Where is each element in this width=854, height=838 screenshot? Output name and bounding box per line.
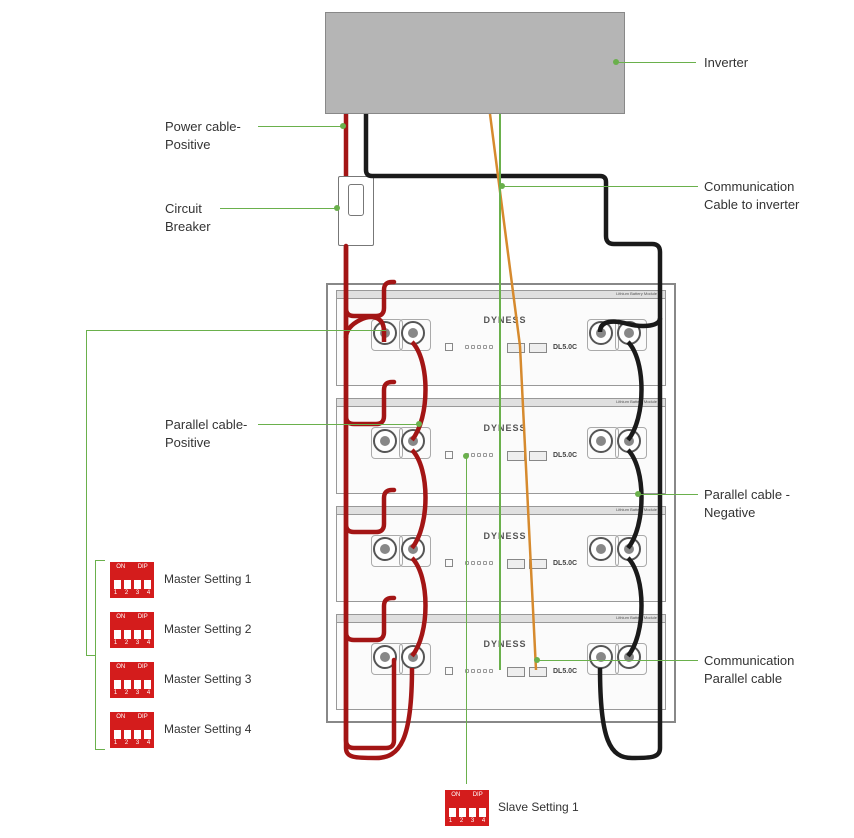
diagram-canvas: Inverter Lithium Battery Module DYNESS D…: [0, 0, 854, 838]
dot-comm-parallel: [534, 657, 540, 663]
dip-label-master-2: Master Setting 2: [164, 622, 251, 636]
dot-slave-top: [463, 453, 469, 459]
dot-power-positive: [340, 123, 346, 129]
dip-master-2: ONDIP 1234: [110, 612, 154, 648]
dip-slave-1: ONDIP 1234: [445, 790, 489, 826]
battery-top-label: Lithium Battery Module: [616, 291, 657, 296]
label-parallel-positive: Parallel cable-Positive: [165, 416, 247, 452]
leader-inverter: [616, 62, 696, 63]
dip-master-1: ONDIP 1234: [110, 562, 154, 598]
port-pos-bot-1: [401, 321, 425, 345]
battery-top-label-4: Lithium Battery Module: [616, 615, 657, 620]
circuit-breaker-switch: [348, 184, 364, 216]
label-parallel-negative: Parallel cable -Negative: [704, 486, 790, 522]
battery-module-4: Lithium Battery Module DYNESS DL5.0C: [336, 614, 666, 710]
dip-label-master-1: Master Setting 1: [164, 572, 251, 586]
label-circuit-breaker: CircuitBreaker: [165, 200, 211, 236]
model-2: DL5.0C: [553, 452, 577, 459]
leader-dip-to-batt: [86, 330, 386, 331]
label-comm-parallel: CommunicationParallel cable: [704, 652, 794, 688]
dip-label-slave-1: Slave Setting 1: [498, 800, 579, 814]
battery-module-2: Lithium Battery Module DYNESS DL5.0C: [336, 398, 666, 494]
port-pos-top-1: [373, 321, 397, 345]
brand-4: DYNESS: [465, 639, 545, 649]
leader-slave: [466, 456, 467, 784]
port-neg-top-1: [589, 321, 613, 345]
port-neg-bot-1: [617, 321, 641, 345]
model-1: DL5.0C: [553, 344, 577, 351]
model-3: DL5.0C: [553, 560, 577, 567]
leader-dip-bracket: [86, 330, 87, 656]
leader-parallel-negative: [640, 494, 698, 495]
inverter-box: [325, 12, 625, 114]
dot-parallel-positive: [416, 421, 422, 427]
battery-top-label-2: Lithium Battery Module: [616, 399, 657, 404]
leader-circuit-breaker: [220, 208, 336, 209]
leader-power-positive: [258, 126, 342, 127]
dip-label-master-3: Master Setting 3: [164, 672, 251, 686]
dip-bracket: [95, 560, 105, 750]
dot-parallel-negative: [635, 491, 641, 497]
model-4: DL5.0C: [553, 668, 577, 675]
brand-3: DYNESS: [465, 531, 545, 541]
dot-inverter: [613, 59, 619, 65]
label-power-positive: Power cable-Positive: [165, 118, 241, 154]
dip-master-4: ONDIP 1234: [110, 712, 154, 748]
brand-1: DYNESS: [465, 315, 545, 325]
leader-parallel-positive: [258, 424, 418, 425]
dot-comm-inverter: [499, 183, 505, 189]
leader-bracket-h: [86, 655, 96, 656]
dot-circuit-breaker: [334, 205, 340, 211]
battery-module-3: Lithium Battery Module DYNESS DL5.0C: [336, 506, 666, 602]
dip-master-3: ONDIP 1234: [110, 662, 154, 698]
label-inverter: Inverter: [704, 54, 748, 72]
leader-comm-inverter: [502, 186, 698, 187]
dip-label-master-4: Master Setting 4: [164, 722, 251, 736]
leader-comm-parallel: [538, 660, 698, 661]
comm-port-1: [529, 343, 547, 353]
battery-top-label-3: Lithium Battery Module: [616, 507, 657, 512]
label-comm-inverter: CommunicationCable to inverter: [704, 178, 799, 214]
brand-2: DYNESS: [465, 423, 545, 433]
battery-module-1: Lithium Battery Module DYNESS DL5.0C: [336, 290, 666, 386]
